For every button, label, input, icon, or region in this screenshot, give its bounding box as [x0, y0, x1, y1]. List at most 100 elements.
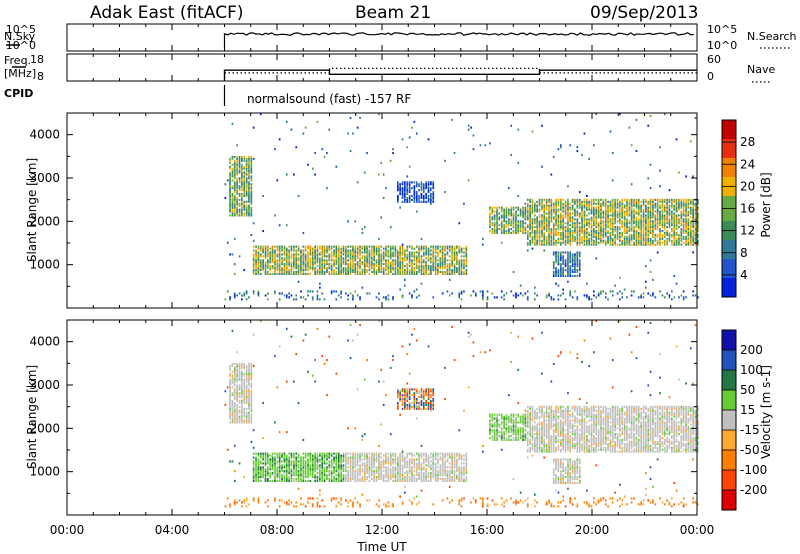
power-cell [385, 269, 387, 272]
velocity-cell [307, 466, 309, 469]
power-cell [680, 220, 683, 223]
power-cell [545, 224, 548, 227]
power-cell [345, 253, 347, 256]
power-cell [446, 251, 449, 254]
power-cell [541, 239, 543, 242]
power-cell [463, 259, 465, 262]
power-cell [586, 202, 588, 205]
power-cell [361, 255, 364, 258]
power-cell [635, 212, 638, 215]
velocity-cell [356, 479, 359, 482]
power-cell [541, 230, 543, 233]
power-cell [418, 255, 420, 258]
power-cell [264, 255, 267, 258]
power-cell [640, 233, 642, 236]
power-cell [425, 192, 427, 195]
velocity-cell [257, 479, 260, 482]
power-cell [569, 237, 572, 240]
velocity-cell [243, 499, 246, 502]
power-cell [519, 230, 522, 233]
power-cell [463, 255, 465, 258]
power-cell [569, 272, 572, 275]
power-cell [229, 187, 231, 190]
power-cell [517, 294, 520, 297]
power-cell [373, 251, 375, 254]
power-cell [309, 257, 312, 260]
power-cell [236, 185, 238, 188]
power-cell [458, 245, 461, 248]
velocity-cell [361, 435, 364, 438]
power-cell [316, 298, 319, 301]
power-cell [392, 245, 394, 248]
velocity-cell [248, 388, 250, 391]
power-cell [498, 212, 501, 215]
power-heatmap [224, 113, 699, 301]
power-cell [380, 263, 383, 266]
power-cell [661, 224, 664, 227]
power-cell [453, 255, 456, 258]
power-cell [543, 216, 546, 219]
velocity-cell [321, 456, 324, 459]
velocity-cell [264, 479, 267, 482]
power-cell [694, 210, 697, 213]
power-cell [642, 231, 645, 234]
power-cell [444, 259, 446, 262]
velocity-cell [285, 456, 288, 459]
power-cell [635, 237, 638, 240]
power-cell [352, 263, 354, 266]
power-cell [413, 200, 416, 203]
power-cell [595, 206, 598, 209]
power-cell [557, 294, 560, 297]
power-cell [408, 272, 411, 275]
power-cell [378, 245, 380, 248]
power-cell [628, 222, 631, 225]
power-cell [685, 231, 687, 234]
power-cell [552, 237, 555, 240]
velocity-cell [304, 505, 307, 508]
power-cell [619, 214, 621, 217]
power-cell [640, 228, 642, 231]
power-cell [697, 208, 699, 211]
power-cell [236, 161, 238, 164]
power-cell [557, 226, 560, 229]
power-cell [637, 239, 640, 242]
power-cell [245, 179, 248, 182]
power-cell [586, 222, 588, 225]
power-cell [515, 294, 517, 297]
power-cell [347, 255, 349, 258]
power-cell [692, 231, 694, 234]
velocity-cell [236, 399, 238, 402]
velocity-cell [375, 468, 378, 471]
power-cell [607, 226, 609, 229]
power-cell [673, 214, 676, 217]
power-cell [255, 263, 257, 266]
power-cell [276, 263, 279, 266]
velocity-cell [250, 396, 253, 399]
velocity-cell [283, 472, 286, 475]
power-cell [406, 257, 409, 260]
power-cell [517, 231, 520, 234]
power-cell [408, 191, 411, 194]
power-cell [548, 220, 550, 223]
power-cell [571, 296, 574, 299]
power-cell [224, 298, 227, 301]
power-cell [663, 239, 666, 242]
velocity-cell [295, 456, 298, 459]
power-cell [285, 263, 288, 266]
power-cell [574, 202, 576, 205]
power-cell [689, 233, 692, 236]
power-cell [309, 247, 312, 250]
power-cell [526, 218, 529, 221]
power-cell [392, 152, 394, 155]
power-cell [555, 274, 557, 277]
power-cell [347, 253, 349, 256]
velocity-cell [243, 388, 246, 391]
power-cell [250, 163, 253, 166]
power-cell [637, 220, 640, 223]
power-cell [425, 272, 427, 275]
velocity-cell [311, 458, 314, 461]
power-cell [290, 128, 293, 131]
velocity-cell [231, 417, 234, 420]
velocity-cell [248, 401, 250, 404]
power-cell [611, 214, 614, 217]
